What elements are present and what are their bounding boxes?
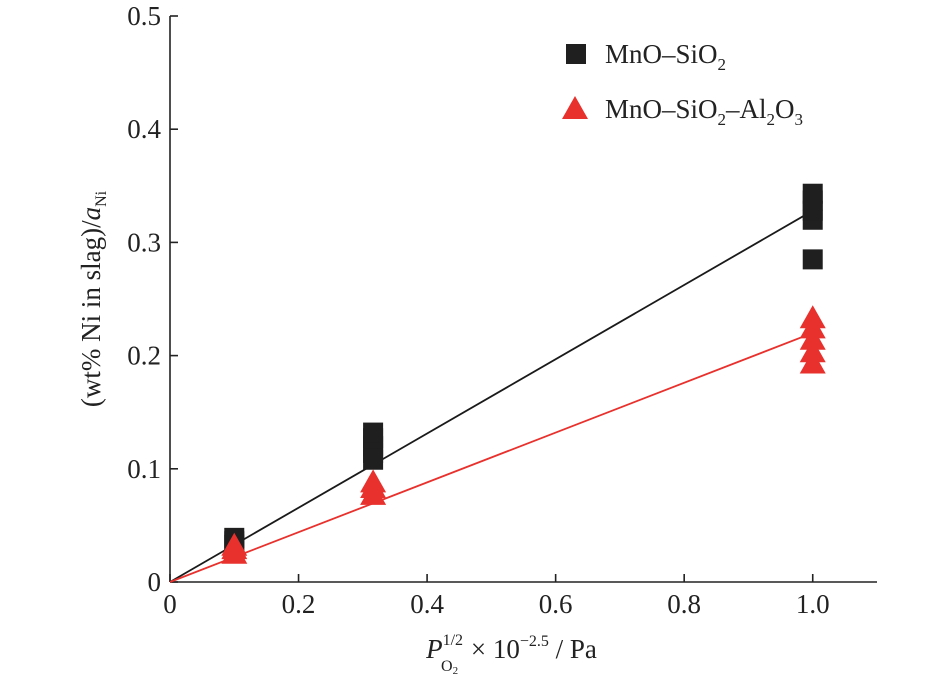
legend-label-series-1: MnO–SiO2 xyxy=(605,39,726,74)
x-label-superscript: 1/2 xyxy=(443,632,463,649)
y-axis-label: (wt% Ni in slag)/aNi xyxy=(76,190,110,407)
data-point-series-1 xyxy=(802,183,823,204)
legend-triangle-marker xyxy=(562,96,588,119)
legend-1-sub: 2 xyxy=(718,55,727,74)
data-point-series-2 xyxy=(221,532,248,556)
legend-label-series-2: MnO–SiO2–Al2O3 xyxy=(605,94,803,129)
x-label-exponent: −2.5 xyxy=(520,633,549,650)
x-tick-label: 0.2 xyxy=(282,589,316,619)
y-tick-label: 0.2 xyxy=(127,341,161,371)
x-tick-label: 0 xyxy=(163,589,177,619)
data-point-series-2 xyxy=(360,469,387,493)
y-label-subscript: Ni xyxy=(93,190,110,207)
legend-2-main: MnO–SiO xyxy=(605,94,718,124)
legend-2-sub1: 2 xyxy=(718,110,727,129)
y-label-italic: a xyxy=(76,207,106,221)
data-point-series-1 xyxy=(802,249,823,270)
legend-2-mid: –Al xyxy=(725,94,767,124)
legend-square-marker xyxy=(566,44,586,64)
x-axis-label: P1/2 O2 × 10−2.5 / Pa xyxy=(425,632,597,674)
x-label-subscript: O xyxy=(441,658,453,674)
legend-2-sub2: 2 xyxy=(767,110,776,129)
data-point-series-2 xyxy=(799,339,826,363)
y-tick-label: 0.4 xyxy=(127,114,161,144)
data-points xyxy=(221,183,826,564)
x-label-base: P xyxy=(425,634,443,664)
x-tick-label: 0.8 xyxy=(667,589,701,619)
x-label-unit: / Pa xyxy=(549,634,597,664)
tick-group: 0 0.2 0.4 0.6 0.8 1.0 0 0.1 0.2 0.3 0.4 0.5 xyxy=(127,1,829,619)
fit-line-series-2 xyxy=(169,332,814,583)
fit-line-series-1 xyxy=(169,209,814,583)
legend-2-end: O xyxy=(775,94,795,124)
y-tick-label: 0.1 xyxy=(127,454,161,484)
y-tick-label: 0.3 xyxy=(127,227,161,257)
y-tick-label: 0 xyxy=(148,567,162,597)
data-point-series-2 xyxy=(799,305,826,329)
x-tick-label: 0.6 xyxy=(539,589,573,619)
x-label-rest: × 10 xyxy=(464,634,520,664)
x-label-subscript2: 2 xyxy=(453,665,459,674)
legend-1-main: MnO–SiO xyxy=(605,39,718,69)
x-tick-label: 0.4 xyxy=(410,589,444,619)
data-point-series-1 xyxy=(363,422,384,443)
x-tick-label: 1.0 xyxy=(796,589,830,619)
y-tick-label: 0.5 xyxy=(127,1,161,31)
legend: MnO–SiO2 MnO–SiO2–Al2O3 xyxy=(562,39,803,129)
fit-lines xyxy=(169,209,814,583)
y-label-main: (wt% Ni in slag)/ xyxy=(76,220,106,407)
legend-2-sub3: 3 xyxy=(795,110,804,129)
